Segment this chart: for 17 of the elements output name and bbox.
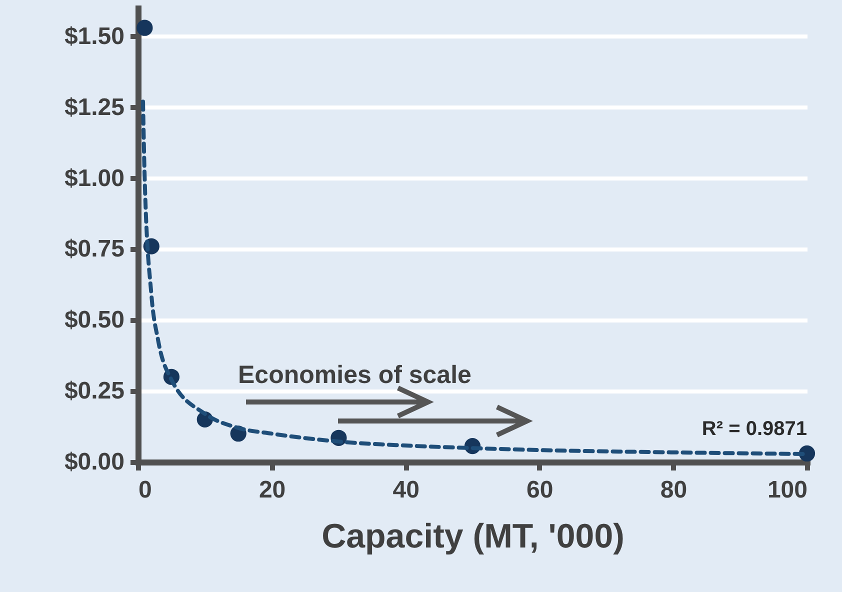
x-tick-label: 0 [138, 476, 152, 504]
y-tick-label: $0.00 [64, 448, 124, 476]
y-tick-label: $0.50 [64, 306, 124, 334]
x-tick-label: 40 [392, 476, 420, 504]
y-tick-label: $0.75 [64, 236, 124, 263]
x-tick-label: 100 [767, 476, 808, 504]
x-axis-title: Capacity (MT, '000) [322, 518, 624, 556]
annotation: Economies of scale [238, 361, 472, 389]
y-tick-label: $1.00 [64, 164, 124, 192]
point [136, 20, 153, 36]
x-tick-label: 80 [660, 476, 688, 504]
x-tick-label: 60 [526, 476, 554, 504]
y-tick-label: $1.25 [64, 94, 124, 121]
x-tick-label: 20 [258, 476, 286, 504]
y-tick-label: $1.50 [64, 22, 124, 50]
y-tick-label: $0.25 [64, 378, 124, 405]
annotation: R² = 0.9871 [702, 418, 807, 440]
